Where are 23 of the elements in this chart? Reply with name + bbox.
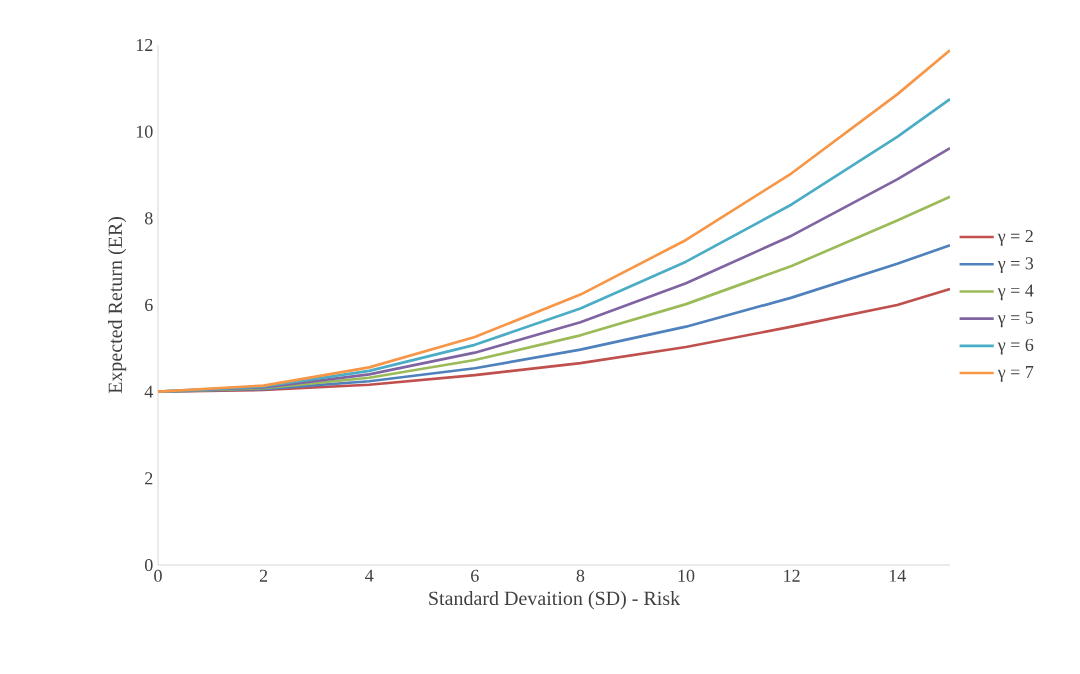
legend-label: γ = 5: [997, 311, 1034, 328]
y-tick-label: 8: [144, 212, 153, 225]
x-tick-label: 8: [576, 569, 585, 582]
y-axis-title: Expected Return (ER): [108, 217, 127, 394]
x-tick-label: 0: [154, 569, 162, 582]
y-tick-label: 10: [136, 125, 153, 138]
y-tick-label: 4: [144, 385, 154, 398]
x-tick-label: 14: [889, 569, 906, 582]
x-axis-title: Standard Devaition (SD) - Risk: [429, 591, 681, 610]
x-tick-label: 4: [365, 569, 374, 582]
legend-label: γ = 2: [997, 230, 1033, 246]
y-tick-label: 6: [145, 298, 153, 312]
legend-label: γ = 6: [997, 338, 1034, 355]
y-tick-label: 2: [145, 472, 153, 485]
x-tick-label: 2: [259, 569, 268, 582]
legend-label: γ = 4: [997, 284, 1034, 301]
x-tick-label: 10: [678, 569, 695, 582]
legend-label: γ = 7: [997, 366, 1034, 382]
y-tick-label: 0: [144, 558, 153, 572]
legend-label: γ = 3: [997, 257, 1034, 274]
x-tick-label: 12: [784, 569, 800, 582]
y-tick-label: 12: [136, 39, 153, 51]
x-tick-label: 6: [471, 569, 479, 582]
